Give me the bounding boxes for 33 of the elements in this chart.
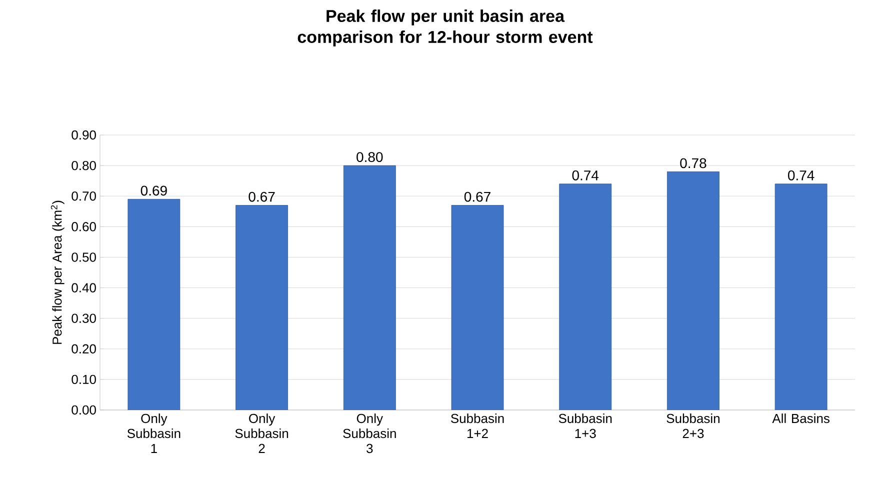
data-label: 0.67 bbox=[248, 192, 275, 202]
y-tick-label: 0.90 bbox=[72, 130, 96, 140]
x-tick-label: Only Subbasin 1 bbox=[127, 414, 180, 453]
y-tick-label: 0.20 bbox=[72, 344, 96, 354]
x-tick-label: Only Subbasin 3 bbox=[343, 414, 396, 454]
y-tick-label: 0.00 bbox=[72, 405, 96, 415]
y-tick-label: 0.50 bbox=[72, 252, 96, 262]
y-tick-label: 0.30 bbox=[72, 314, 96, 323]
data-label: 0.80 bbox=[356, 152, 383, 162]
data-label: 0.67 bbox=[464, 192, 490, 202]
x-tick-label: Subbasin 2+3 bbox=[666, 414, 720, 438]
y-tick-label: 0.70 bbox=[72, 192, 96, 201]
bar bbox=[451, 205, 504, 410]
bar bbox=[667, 171, 720, 410]
y-axis-title: Peak flow per Area (km$^{2}$) bbox=[50, 200, 64, 344]
bar bbox=[559, 184, 612, 410]
y-tick-label: 0.10 bbox=[72, 374, 96, 384]
y-tick-label: 0.80 bbox=[72, 160, 96, 170]
data-label: 0.74 bbox=[788, 170, 814, 180]
chart-title: Peak flow per unit basin area comparison for 12-hour storm event bbox=[298, 10, 593, 46]
x-tick-label: Subbasin 1+2 bbox=[450, 414, 504, 438]
x-tick-label: Only Subbasin 2 bbox=[235, 414, 288, 453]
bar bbox=[343, 165, 396, 410]
bar bbox=[236, 205, 288, 410]
data-label: 0.74 bbox=[572, 170, 599, 180]
y-tick-label: 0.60 bbox=[72, 222, 96, 232]
bar bbox=[128, 198, 180, 410]
x-tick-label: Subbasin 1+3 bbox=[558, 414, 612, 438]
y-tick-label: 0.40 bbox=[72, 283, 96, 292]
data-label: 0.78 bbox=[680, 158, 706, 168]
data-label: 0.69 bbox=[140, 186, 167, 196]
x-tick-label: All Basins bbox=[772, 414, 830, 424]
bar bbox=[774, 184, 828, 410]
